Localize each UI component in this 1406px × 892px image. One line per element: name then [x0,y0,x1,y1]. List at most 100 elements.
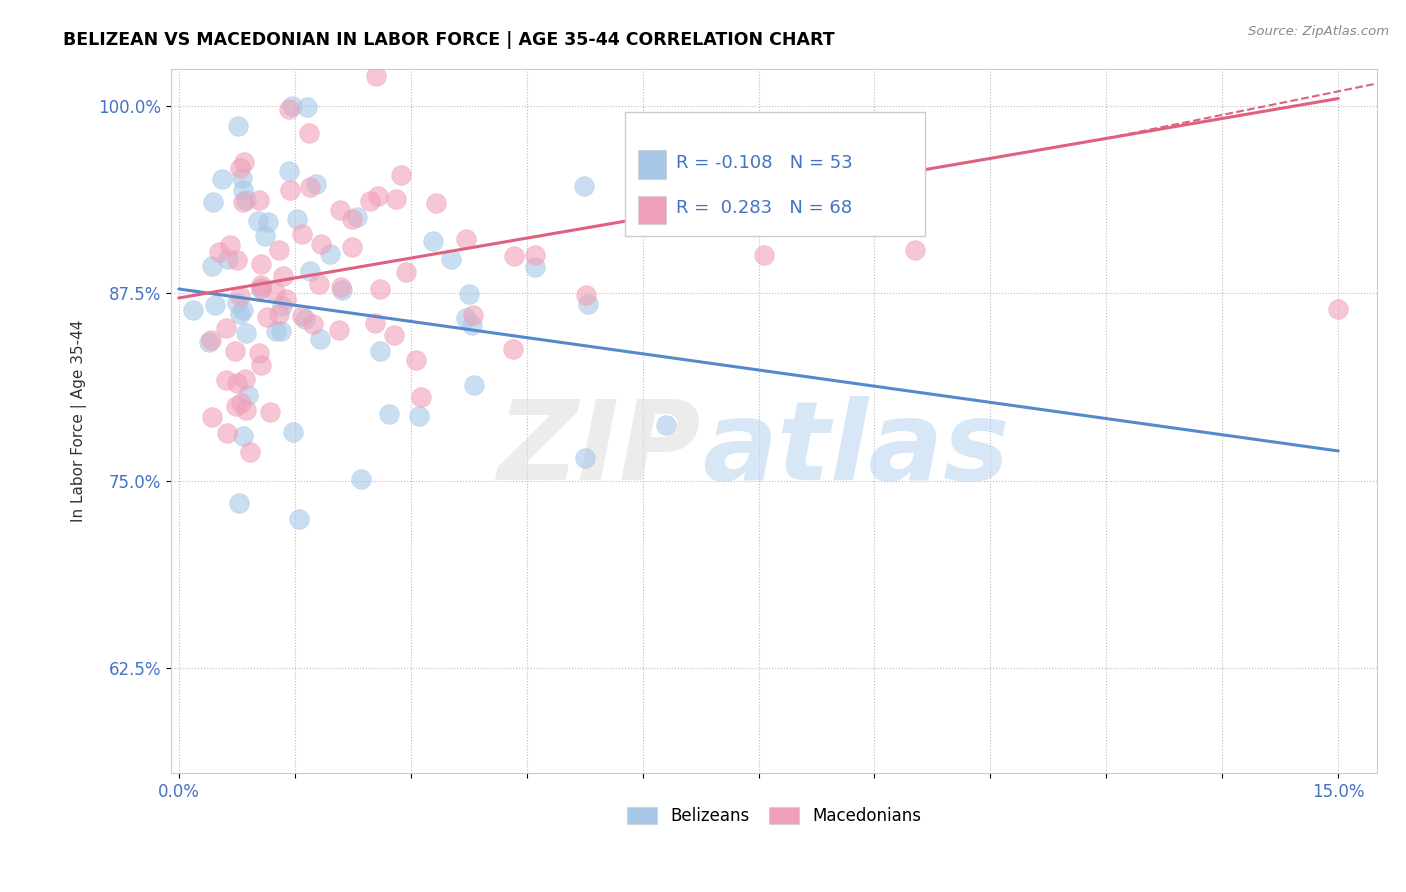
Point [264,285,287,300]
Point [232,155,254,169]
Point [198,335,221,350]
Point [224,343,246,358]
Point [308,332,330,346]
Point [654,417,676,432]
Point [270,299,292,313]
Point [256,310,278,324]
Point [250,281,273,295]
Point [366,69,388,83]
Point [249,278,271,293]
Point [454,232,477,246]
Point [256,215,278,229]
Point [226,119,249,133]
Point [181,303,204,318]
Point [367,189,389,203]
Point [359,194,381,208]
Text: Source: ZipAtlas.com: Source: ZipAtlas.com [1249,25,1389,38]
Point [364,316,387,330]
Point [904,244,927,258]
Y-axis label: In Labor Force | Age 35-44: In Labor Force | Age 35-44 [72,320,87,522]
Point [280,99,302,113]
Text: R = -0.108   N = 53: R = -0.108 N = 53 [676,153,852,171]
Point [259,405,281,419]
Point [208,245,231,260]
Point [219,237,242,252]
Point [411,390,433,404]
Point [211,171,233,186]
Point [271,269,294,284]
Point [291,227,314,241]
Point [574,450,596,465]
Point [232,183,254,197]
Point [202,194,225,209]
Point [329,279,352,293]
Point [249,282,271,296]
Point [340,239,363,253]
Point [298,180,321,194]
Point [267,307,290,321]
Point [454,310,477,325]
Point [340,212,363,227]
Point [232,194,254,209]
Legend: Belizeans, Macedonians: Belizeans, Macedonians [627,807,921,825]
Point [270,324,292,338]
Point [350,472,373,486]
Point [250,359,273,373]
Point [298,127,321,141]
Point [458,287,481,301]
Point [395,265,418,279]
Point [285,211,308,226]
Point [503,249,526,263]
Point [440,252,463,266]
Point [231,396,253,410]
Point [226,252,249,267]
Point [215,321,238,335]
Point [377,407,399,421]
Point [246,213,269,227]
Point [405,352,427,367]
Text: atlas: atlas [702,396,1010,503]
Point [425,195,447,210]
Point [523,260,546,275]
Point [368,344,391,359]
Point [346,210,368,224]
Point [232,428,254,442]
Point [463,308,485,322]
Point [200,333,222,347]
Point [235,326,257,341]
Point [281,425,304,439]
Point [247,346,270,360]
Point [225,400,247,414]
Point [305,177,328,191]
Point [274,292,297,306]
Point [382,327,405,342]
Text: BELIZEAN VS MACEDONIAN IN LABOR FORCE | AGE 35-44 CORRELATION CHART: BELIZEAN VS MACEDONIAN IN LABOR FORCE | … [63,31,835,49]
Point [225,295,247,310]
Point [215,373,238,387]
Point [225,376,247,391]
Point [574,179,596,194]
Point [236,387,259,401]
Point [229,289,252,303]
Point [329,203,352,218]
Point [264,324,287,338]
Point [233,372,256,386]
Point [288,512,311,526]
Point [235,193,257,207]
Point [368,282,391,296]
Point [231,170,253,185]
Point [524,248,547,262]
Point [229,161,252,176]
Point [253,229,276,244]
Point [247,193,270,207]
Point [201,410,224,425]
Point [308,277,330,291]
Point [754,248,776,262]
Point [578,297,600,311]
Point [502,342,524,356]
Point [294,312,316,326]
Point [232,303,254,318]
Point [814,206,837,220]
Point [229,308,252,322]
Point [461,318,484,332]
